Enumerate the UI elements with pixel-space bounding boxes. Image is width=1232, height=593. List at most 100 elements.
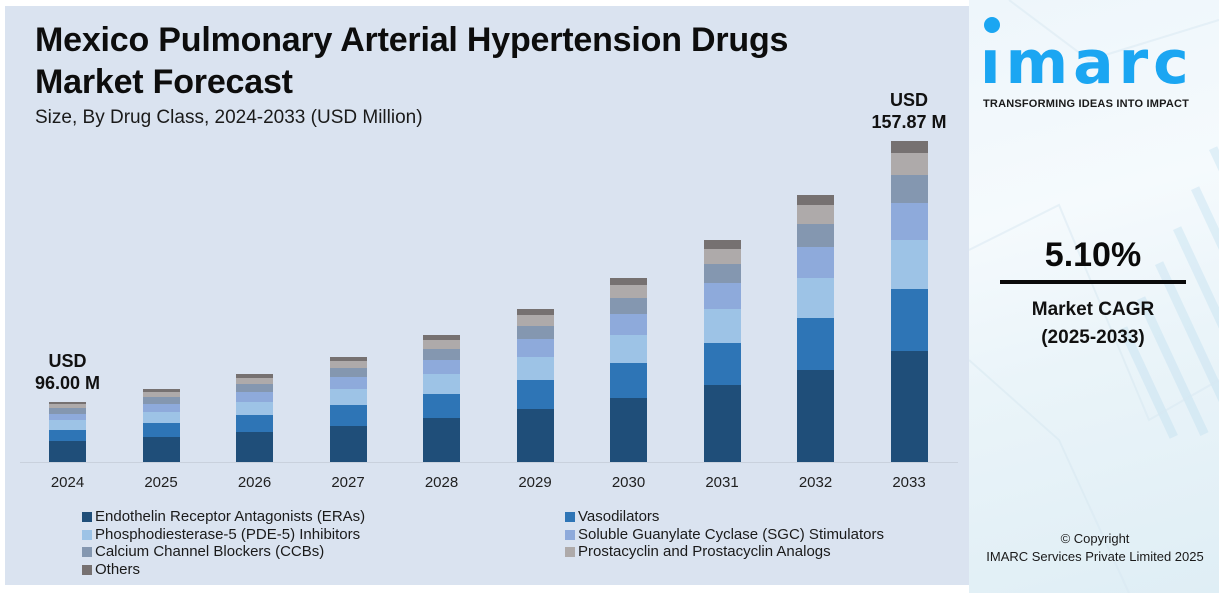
bar-segment-2028-series-4	[423, 348, 460, 360]
bar-segment-2030-series-2	[610, 334, 647, 364]
bar-segment-2030-series-4	[610, 297, 647, 314]
bar-segment-2028-series-0	[423, 417, 460, 462]
bar-segment-2024-series-4	[49, 407, 86, 414]
legend-label: Calcium Channel Blockers (CCBs)	[95, 543, 325, 561]
chart-title-line1: Mexico Pulmonary Arterial Hypertension D…	[35, 21, 789, 59]
copyright-line1: © Copyright	[1060, 531, 1130, 546]
legend-swatch	[82, 529, 92, 540]
cagr-period: (2025-2033)	[1041, 327, 1145, 348]
bar-segment-2026-series-0	[236, 431, 273, 462]
bar-segment-2029-series-1	[516, 379, 554, 410]
bar-segment-2029-series-5	[516, 314, 554, 326]
legend-item-eras: Endothelin Receptor Antagonists (ERAs)	[82, 508, 365, 526]
bar-segment-2024-series-3	[49, 413, 86, 421]
bar-segment-2025-series-4	[142, 396, 180, 404]
bar-2029	[516, 309, 554, 462]
bar-2027	[329, 356, 367, 462]
legend-swatch	[565, 529, 575, 540]
bar-segment-2030-series-0	[610, 398, 647, 462]
bar-segment-2032-series-6	[797, 195, 834, 206]
copyright-line2: IMARC Services Private Limited 2025	[986, 549, 1204, 564]
bar-segment-2030-series-6	[610, 278, 647, 286]
bar-segment-2026-series-3	[236, 391, 273, 402]
bar-segment-2026-series-1	[236, 414, 273, 432]
legend-item-others: Others	[82, 561, 365, 579]
bar-segment-2033-series-4	[890, 174, 928, 203]
data-label-2024-line1: USD	[48, 351, 87, 371]
bar-segment-2027-series-2	[329, 388, 367, 406]
data-label-2024-line2: 96.00 M	[34, 373, 101, 393]
bar-segment-2028-series-1	[423, 393, 460, 419]
bar-segment-2031-series-6	[703, 240, 741, 249]
bar-segment-2030-series-3	[610, 313, 647, 335]
bar-segment-2028-series-5	[423, 339, 460, 349]
bar-segment-2032-series-2	[797, 277, 834, 319]
bar-segment-2025-series-0	[142, 436, 180, 462]
bar-segment-2032-series-0	[797, 369, 834, 462]
bar-segment-2031-series-0	[703, 385, 741, 462]
bar-segment-2029-series-2	[516, 356, 554, 380]
legend-swatch	[565, 512, 575, 522]
cagr-label: Market CAGR	[1031, 299, 1155, 320]
bar-segment-2026-series-4	[236, 383, 273, 392]
bar-segment-2029-series-3	[516, 338, 554, 357]
bar-2028	[423, 335, 460, 462]
data-label-2033-line1: USD	[889, 90, 928, 110]
bar-segment-2033-series-1	[890, 288, 928, 351]
bar-2025	[142, 389, 180, 462]
brand-tagline: TRANSFORMING IDEAS INTO IMPACT	[983, 98, 1190, 110]
data-label-2033-line2: 157.87 M	[871, 112, 947, 132]
bar-segment-2030-series-1	[610, 362, 647, 399]
bar-segment-2024-series-1	[49, 429, 86, 442]
legend-label: Others	[95, 561, 141, 579]
chart-title-line2: Market Forecast	[35, 63, 293, 101]
bar-segment-2026-series-5	[236, 377, 273, 385]
x-tick-label: 2024	[50, 474, 85, 491]
x-axis-baseline	[20, 462, 958, 463]
bar-segment-2033-series-3	[890, 202, 928, 240]
bar-segment-2032-series-4	[797, 223, 834, 247]
bar-segment-2029-series-4	[516, 325, 554, 340]
bar-2024	[49, 401, 86, 462]
bar-2032	[797, 195, 834, 462]
chart-subtitle: Size, By Drug Class, 2024-2033 (USD Mill…	[35, 107, 423, 128]
legend-label: Soluble Guanylate Cyclase (SGC) Stimulat…	[578, 525, 884, 543]
x-tick-label: 2032	[798, 474, 833, 491]
bar-segment-2025-series-6	[142, 389, 180, 393]
logo-dot-icon	[984, 17, 1000, 33]
bar-segment-2027-series-5	[329, 360, 367, 369]
bar-segment-2033-series-5	[890, 152, 928, 176]
x-tick-label: 2028	[424, 474, 459, 491]
bar-segment-2032-series-3	[797, 246, 834, 278]
legend-item-sgc: Soluble Guanylate Cyclase (SGC) Stimulat…	[565, 526, 884, 544]
bar-segment-2025-series-1	[142, 422, 180, 437]
bar-segment-2026-series-2	[236, 401, 273, 416]
bar-2033	[890, 140, 928, 462]
bar-segment-2029-series-0	[516, 408, 554, 462]
bar-segment-2024-series-6	[49, 401, 86, 405]
legend-label: Phosphodiesterase-5 (PDE-5) Inhibitors	[95, 525, 361, 543]
bar-2030	[610, 278, 647, 462]
chart-title: Mexico Pulmonary Arterial Hypertension D…	[35, 19, 935, 103]
legend-item-prostacyclin: Prostacyclin and Prostacyclin Analogs	[565, 543, 884, 561]
legend-item-pde5: Phosphodiesterase-5 (PDE-5) Inhibitors	[82, 526, 365, 544]
legend-item-ccbs: Calcium Channel Blockers (CCBs)	[82, 543, 365, 561]
bar-segment-2028-series-6	[423, 335, 460, 341]
bar-segment-2027-series-6	[329, 356, 367, 361]
bar-segment-2028-series-3	[423, 359, 460, 375]
bar-segment-2027-series-4	[329, 367, 367, 378]
legend-item-vasodilators: Vasodilators	[565, 508, 884, 526]
background-chart-illustration	[969, 0, 1219, 593]
bar-segment-2032-series-5	[797, 204, 834, 224]
x-tick-label: 2027	[331, 474, 365, 491]
bar-segment-2031-series-3	[703, 283, 741, 309]
bar-segment-2031-series-2	[703, 308, 741, 343]
cagr-value: 5.10%	[1044, 236, 1142, 274]
legend-label: Endothelin Receptor Antagonists (ERAs)	[95, 508, 366, 525]
x-tick-label: 2033	[892, 474, 926, 491]
bar-segment-2029-series-6	[516, 309, 554, 316]
legend-label: Vasodilators	[578, 508, 660, 525]
bar-segment-2031-series-1	[703, 342, 741, 386]
bar-segment-2026-series-6	[236, 374, 273, 379]
cagr-divider	[1000, 280, 1186, 284]
